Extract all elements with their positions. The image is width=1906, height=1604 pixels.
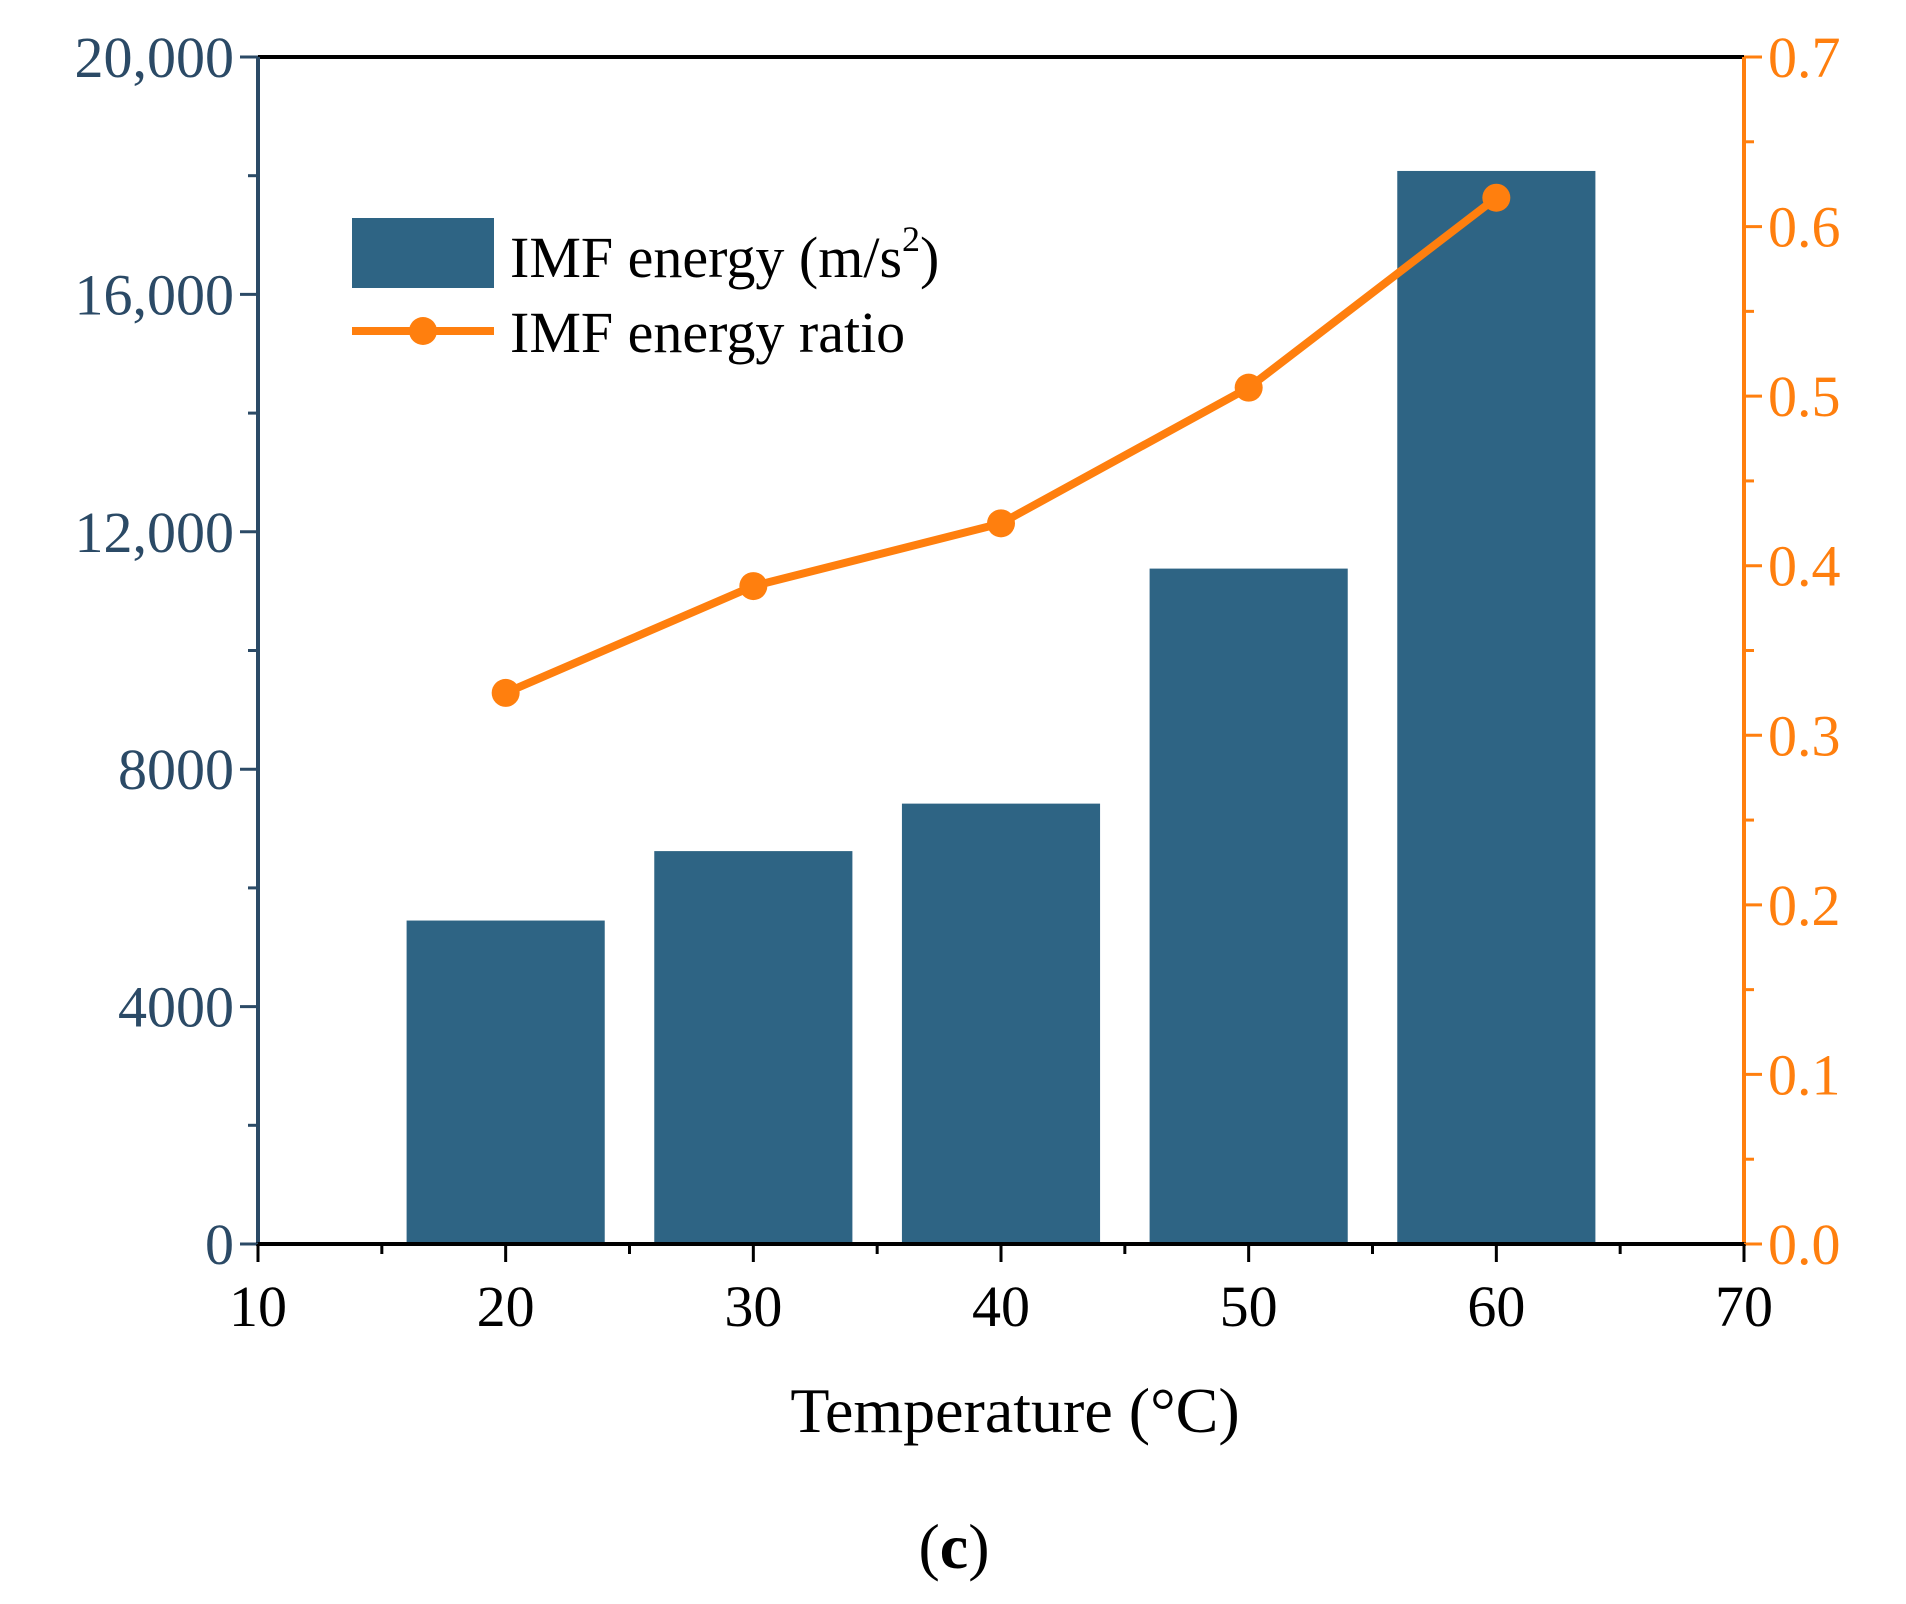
left-tick-label: 16,000 (75, 262, 235, 327)
right-tick-label: 0.0 (1768, 1212, 1841, 1277)
left-tick-label: 12,000 (75, 500, 235, 565)
panel-label-close: ) (968, 1511, 989, 1582)
bottom-tick-label: 20 (477, 1274, 535, 1339)
bar (654, 851, 853, 1244)
bar (1397, 170, 1596, 1244)
ratio-point (491, 678, 520, 707)
ratio-point (987, 509, 1015, 538)
bar (406, 920, 605, 1244)
legend-bar-label-main: IMF energy (m/s (510, 225, 902, 290)
right-axis-ticks: 0.0 0.1 0.2 0.3 0.4 0.5 0.6 0.7 (1744, 25, 1841, 1277)
legend-line-marker (409, 317, 437, 345)
legend-bar-label: IMF energy (m/s2) (510, 219, 939, 290)
left-tick-label: 20,000 (75, 25, 235, 90)
right-tick-label: 0.5 (1768, 364, 1841, 429)
right-tick-label: 0.6 (1768, 195, 1841, 260)
right-tick-label: 0.3 (1768, 703, 1841, 768)
right-tick-label: 0.1 (1768, 1042, 1841, 1107)
bottom-tick-label: 70 (1715, 1274, 1773, 1339)
left-axis-ticks: 0 4000 8000 12,000 16,000 20,000 (75, 25, 258, 1277)
legend-bar-label-suffix: ) (920, 225, 939, 290)
ratio-point (739, 572, 768, 601)
bar (901, 803, 1101, 1244)
legend: IMF energy (m/s2) IMF energy ratio (352, 218, 939, 365)
legend-bar-label-superscript: 2 (902, 219, 920, 259)
bar-series (406, 170, 1596, 1244)
panel-label-letter: c (940, 1511, 968, 1582)
bottom-tick-label: 40 (972, 1274, 1030, 1339)
ratio-point (1234, 373, 1263, 402)
bottom-tick-label: 30 (724, 1274, 782, 1339)
x-axis-label: Temperature (°C) (790, 1375, 1239, 1446)
right-tick-label: 0.7 (1768, 25, 1841, 90)
right-tick-label: 0.2 (1768, 873, 1841, 938)
bottom-tick-label: 10 (229, 1274, 287, 1339)
legend-line-label: IMF energy ratio (510, 300, 905, 365)
right-tick-label: 0.4 (1768, 534, 1841, 599)
panel-label: (c) (918, 1511, 989, 1582)
left-tick-label: 8000 (118, 737, 234, 802)
legend-bar-swatch (352, 218, 494, 288)
panel-label-open: ( (918, 1511, 939, 1582)
bottom-tick-label: 60 (1467, 1274, 1525, 1339)
bottom-axis-ticks: 10 20 30 40 50 60 70 (229, 1244, 1773, 1339)
left-tick-label: 0 (205, 1212, 234, 1277)
bottom-tick-label: 50 (1220, 1274, 1278, 1339)
ratio-line-series (491, 183, 1511, 707)
ratio-point (1482, 183, 1511, 212)
left-tick-label: 4000 (118, 975, 234, 1040)
bar (1149, 568, 1348, 1244)
